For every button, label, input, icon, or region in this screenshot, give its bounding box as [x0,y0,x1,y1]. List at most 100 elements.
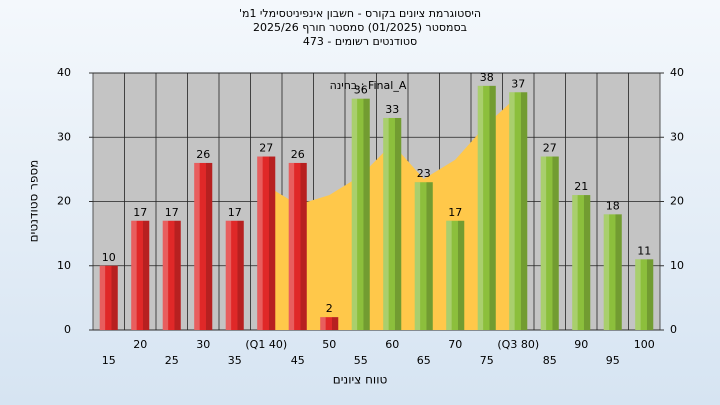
x-tick-label: 90 [574,338,588,351]
bar-shade [288,162,295,330]
x-tick-label: 20 [133,338,147,351]
bar-shade [205,162,213,330]
bar-shade [131,220,137,330]
x-tick-label: 50 [322,338,336,351]
data-label: 33 [385,103,399,116]
x-tick-label: 75 [480,354,494,367]
x-tick-label: 55 [354,354,368,367]
bar [572,195,591,330]
bar-shade [351,98,358,330]
bar-shade [174,220,181,330]
bar-shade [457,220,465,330]
bar [540,156,559,330]
bar-shade [383,117,389,330]
x-tick-label: 65 [417,354,431,367]
bar-shade [646,259,654,330]
bar [446,220,465,330]
bar-shade [615,214,622,330]
bar-shade [414,182,421,330]
data-label: 11 [637,244,651,257]
bar-shade [225,220,232,330]
y-tick-label: 0 [64,323,71,336]
data-label: 26 [291,148,305,161]
data-label: 38 [480,71,494,84]
bar [383,117,402,330]
bar-shade [426,182,433,330]
bar-shade [111,265,118,330]
bar [351,98,370,330]
bar [603,214,622,330]
x-tick-label: 60 [385,338,399,351]
bar-shade [268,156,276,330]
y2-tick-label: 0 [670,323,677,336]
bar [131,220,150,330]
bar-shade [446,220,452,330]
chart-subtitle: סטודנטים רשומים - 473 [303,35,417,48]
bar [477,85,496,330]
bar-shade [572,195,578,330]
x-tick-label: 95 [606,354,620,367]
x-tick-label: (Q1 40) [245,338,287,351]
bar [320,317,339,330]
x-tick-label: 15 [102,354,116,367]
data-label: 17 [448,206,462,219]
bar [225,220,244,330]
bar [162,220,181,330]
bar-shade [142,220,150,330]
bar [509,92,528,331]
annotation: בחינה : Final_A [330,79,407,92]
bar [257,156,276,330]
bar-shade [540,156,547,330]
bar [414,182,433,330]
y2-tick-label: 20 [670,195,684,208]
y2-tick-label: 30 [670,130,684,143]
data-label: 37 [511,77,525,90]
x-axis-label: טווח ציונים [333,373,388,387]
y-tick-label: 30 [57,130,71,143]
data-label: 26 [196,148,210,161]
bar-shade [394,117,402,330]
bar-shade [363,98,370,330]
data-label: 17 [133,206,147,219]
data-label: 36 [354,84,368,97]
y2-tick-label: 10 [670,259,684,272]
y-tick-label: 40 [57,66,71,79]
data-label: 23 [417,167,431,180]
bar-shade [320,317,326,330]
bar [635,259,654,330]
y-tick-label: 20 [57,195,71,208]
data-label: 2 [326,302,333,315]
data-label: 17 [228,206,242,219]
bar-shade [162,220,169,330]
x-tick-label: 100 [634,338,655,351]
x-tick-label: 45 [291,354,305,367]
y-tick-label: 10 [57,259,71,272]
bar-shade [583,195,591,330]
bar-shade [509,92,515,331]
bar-shade [552,156,559,330]
x-tick-label: 35 [228,354,242,367]
chart-title: היסטוגרמת ציונים בקורס - חשבון אינפיניטס… [239,7,481,20]
bar-shade [257,156,263,330]
chart-subtitle: בסמסטר (01/2025) סמסטר חורף 2025/26 [253,21,467,34]
bar [288,162,307,330]
bar-shade [331,317,339,330]
data-label: 10 [102,251,116,264]
x-tick-label: 25 [165,354,179,367]
data-label: 17 [165,206,179,219]
bar [194,162,213,330]
y2-tick-label: 40 [670,66,684,79]
x-tick-label: 30 [196,338,210,351]
x-tick-label: 70 [448,338,462,351]
y-axis-label: מספר סטודנטים [27,160,41,243]
bar-shade [635,259,641,330]
bar-shade [477,85,484,330]
bar-shade [489,85,496,330]
x-tick-label: 85 [543,354,557,367]
bar-shade [603,214,610,330]
bar [99,265,118,330]
x-tick-label: (Q3 80) [497,338,539,351]
bar-shade [520,92,528,331]
